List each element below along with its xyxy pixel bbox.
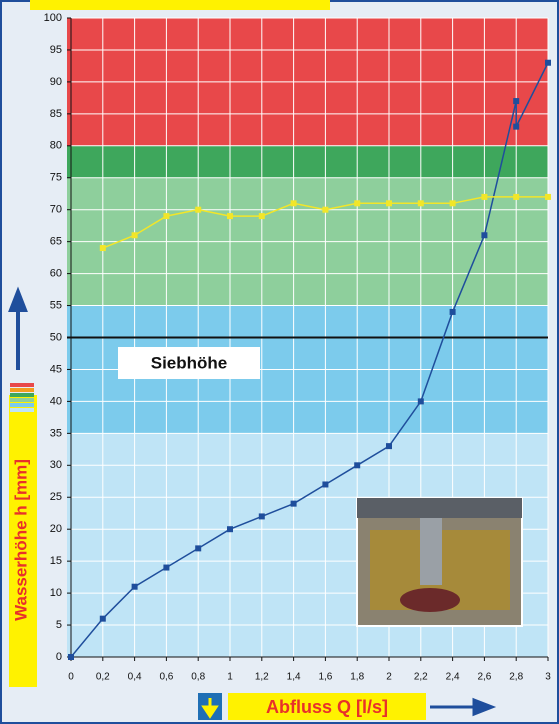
x-axis-label: Abfluss Q [l/s] [266,697,388,717]
point [386,200,392,206]
point [163,565,169,571]
x-tick-label: 2,6 [477,672,491,683]
y-tick-label: 80 [50,140,62,152]
chart: 0510152025303540455055606570758085909510… [0,0,559,724]
y-tick-label: 75 [50,172,62,184]
x-tick-label: 0,8 [191,672,205,683]
point [545,194,551,200]
point [132,232,138,238]
y-tick-label: 0 [56,651,62,663]
point [322,481,328,487]
point [386,443,392,449]
point [354,462,360,468]
y-axis-label: Wasserhöhe h [mm] [11,459,30,621]
point [545,60,551,66]
x-tick-label: 3 [545,672,551,683]
point [481,194,487,200]
x-tick-label: 2,2 [414,672,428,683]
legend-stripe [10,408,34,412]
legend-stripe [10,403,34,407]
y-tick-label: 35 [50,427,62,439]
x-tick-label: 1,6 [318,672,332,683]
point [227,213,233,219]
point [259,513,265,519]
point [513,98,519,104]
y-tick-label: 15 [50,555,62,567]
y-tick-label: 45 [50,363,62,375]
y-tick-label: 25 [50,491,62,503]
point [513,194,519,200]
point [450,309,456,315]
top-strip [30,0,330,10]
y-tick-label: 55 [50,299,62,311]
y-tick-label: 90 [50,76,62,88]
point [291,501,297,507]
legend-stripe [10,388,34,392]
legend-stripe [10,383,34,387]
x-tick-label: 0,6 [159,672,173,683]
point [195,207,201,213]
y-tick-label: 10 [50,587,62,599]
y-tick-label: 5 [56,619,62,631]
y-tick-label: 20 [50,523,62,535]
point [163,213,169,219]
legend-stripe [10,393,34,397]
x-tick-label: 1,8 [350,672,364,683]
x-tick-label: 0,4 [128,672,142,683]
point [418,200,424,206]
point [100,616,106,622]
point [418,398,424,404]
x-tick-label: 0,2 [96,672,110,683]
point [513,124,519,130]
x-tick-label: 1,4 [287,672,301,683]
point [322,207,328,213]
y-tick-label: 50 [50,331,62,343]
point [481,232,487,238]
y-tick-label: 40 [50,395,62,407]
point [195,545,201,551]
x-tick-label: 1,2 [255,672,269,683]
y-tick-label: 65 [50,236,62,248]
point [259,213,265,219]
point [227,526,233,532]
band [67,146,548,178]
y-tick-label: 30 [50,459,62,471]
y-tick-label: 100 [44,12,62,24]
y-tick-label: 95 [50,44,62,56]
x-tick-label: 0 [68,672,74,683]
y-tick-label: 85 [50,108,62,120]
point [291,200,297,206]
x-tick-label: 2,8 [509,672,523,683]
y-tick-label: 60 [50,268,62,280]
legend-stripe [10,398,34,402]
point [100,245,106,251]
point [68,654,74,660]
x-tick-label: 2 [386,672,392,683]
point [354,200,360,206]
point [132,584,138,590]
x-tick-label: 2,4 [446,672,460,683]
photo [357,498,522,626]
point [450,200,456,206]
x-tick-label: 1 [227,672,233,683]
annotation: Siebhöhe [151,353,228,372]
y-tick-label: 70 [50,204,62,216]
